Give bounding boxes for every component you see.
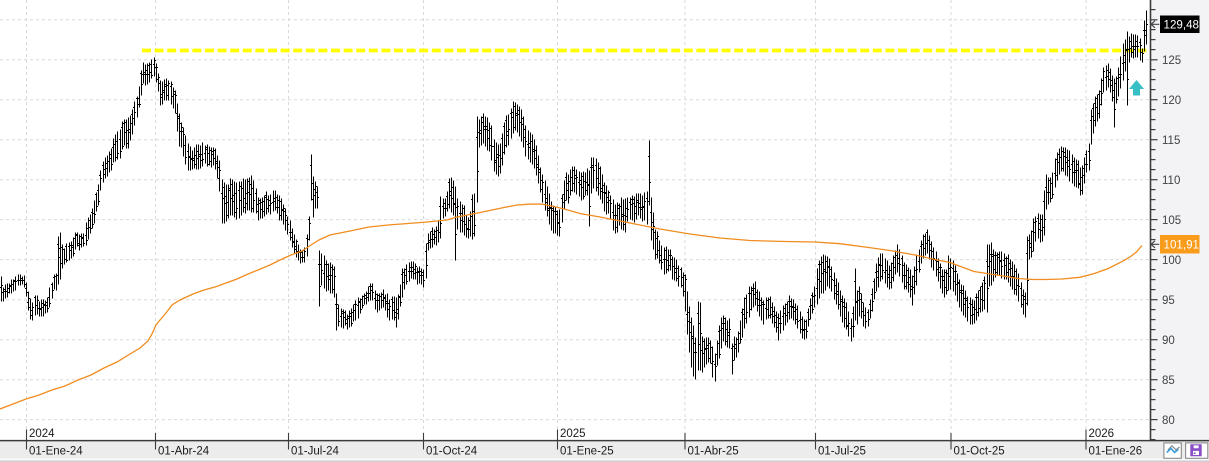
svg-text:120: 120 (1162, 95, 1181, 107)
svg-text:2024: 2024 (29, 428, 55, 440)
svg-text:2026: 2026 (1089, 428, 1115, 440)
svg-text:125: 125 (1162, 55, 1181, 67)
svg-text:2025: 2025 (560, 428, 586, 440)
svg-text:01-Ene-24: 01-Ene-24 (29, 446, 83, 458)
svg-text:01-Abr-25: 01-Abr-25 (688, 446, 739, 458)
svg-text:85: 85 (1162, 375, 1175, 387)
svg-text:01-Jul-24: 01-Jul-24 (291, 446, 340, 458)
svg-text:129,48: 129,48 (1164, 19, 1199, 32)
svg-text:105: 105 (1162, 215, 1181, 227)
svg-text:101,91: 101,91 (1164, 239, 1199, 252)
svg-text:100: 100 (1162, 255, 1181, 267)
svg-text:01-Oct-25: 01-Oct-25 (954, 446, 1005, 458)
svg-text:90: 90 (1162, 335, 1175, 347)
svg-text:95: 95 (1162, 295, 1175, 307)
svg-text:01-Oct-24: 01-Oct-24 (426, 446, 478, 458)
svg-text:01-Ene-26: 01-Ene-26 (1089, 446, 1143, 458)
svg-text:115: 115 (1162, 135, 1180, 147)
svg-text:110: 110 (1162, 175, 1180, 187)
svg-text:01-Jul-25: 01-Jul-25 (818, 446, 866, 458)
svg-text:01-Abr-24: 01-Abr-24 (158, 446, 210, 458)
svg-text:80: 80 (1162, 415, 1175, 427)
svg-text:01-Ene-25: 01-Ene-25 (560, 446, 614, 458)
